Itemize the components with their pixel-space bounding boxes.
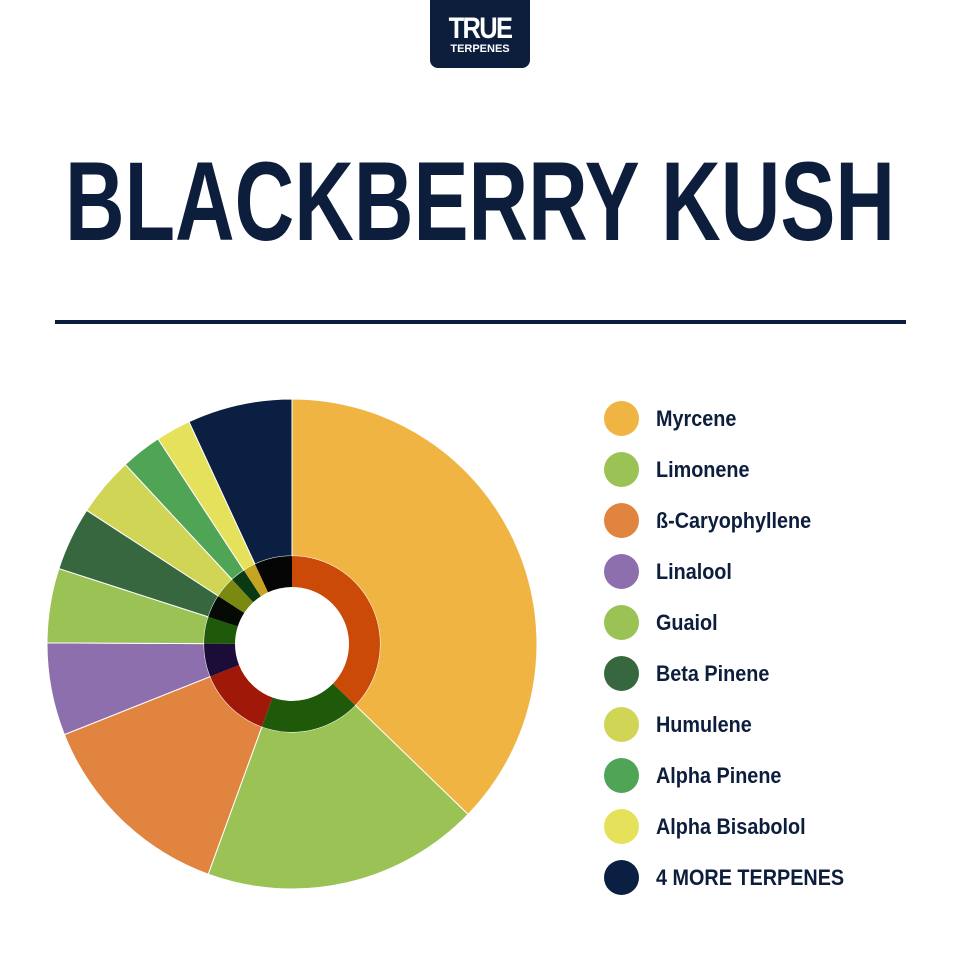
legend-label: Humulene xyxy=(656,712,752,737)
inner-slice-limonene xyxy=(261,683,356,732)
inner-slice-alpha-pinene xyxy=(232,570,261,603)
inner-slice-linalool xyxy=(204,643,240,677)
legend-swatch xyxy=(604,860,639,895)
divider xyxy=(55,320,906,324)
legend-label: Guaiol xyxy=(656,610,718,635)
title-container: BLACKBERRY KUSH xyxy=(65,140,895,260)
legend-swatch xyxy=(604,758,639,793)
legend-swatch xyxy=(604,656,639,691)
inner-slice-4-more-terpenes xyxy=(254,556,292,593)
logo-line2: TERPENES xyxy=(450,43,510,55)
legend-label: Limonene xyxy=(656,457,750,482)
logo-line1: TRUE xyxy=(448,12,513,45)
inner-slice-humulene xyxy=(218,579,254,613)
legend-label: Myrcene xyxy=(656,406,737,431)
inner-slice-myrcene xyxy=(292,556,380,706)
legend-swatch xyxy=(604,605,639,640)
legend-swatch xyxy=(604,452,639,487)
legend-label: Alpha Bisabolol xyxy=(656,814,806,839)
legend-swatch xyxy=(604,809,639,844)
inner-slice-alpha-bisabolol xyxy=(243,564,269,597)
legend-label: ß-Caryophyllene xyxy=(656,508,812,533)
donut-chart xyxy=(46,398,538,890)
legend-label: Alpha Pinene xyxy=(656,763,782,788)
inner-slice-guaiol xyxy=(204,616,238,644)
legend-swatch xyxy=(604,554,639,589)
inner-slice-beta-pinene xyxy=(208,595,245,627)
true-terpenes-logo: TRUE TERPENES xyxy=(430,0,530,68)
legend-label: Beta Pinene xyxy=(656,661,770,686)
legend-swatch xyxy=(604,707,639,742)
legend-swatch xyxy=(604,401,639,436)
legend-label: 4 MORE TERPENES xyxy=(656,865,845,890)
legend-swatch xyxy=(604,503,639,538)
inner-slice-caryophyllene xyxy=(210,665,273,727)
legend-label: Linalool xyxy=(656,559,732,584)
page-title: BLACKBERRY KUSH xyxy=(65,140,895,260)
